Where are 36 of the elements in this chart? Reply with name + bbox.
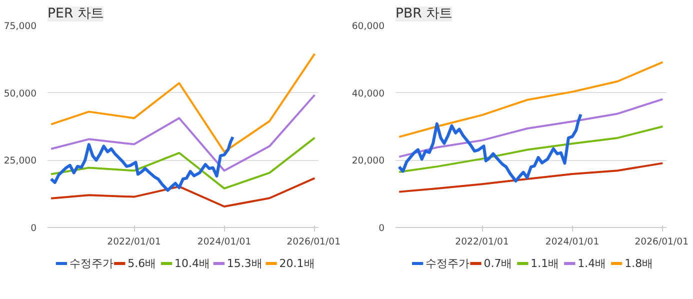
x-tick-label: 2026/01/01 xyxy=(286,236,341,248)
x-tick-label: 2026/01/01 xyxy=(634,236,689,248)
chart-title: PER 차트 xyxy=(48,6,104,22)
legend-label: 5.6배 xyxy=(128,257,156,270)
line-series xyxy=(50,136,234,192)
legend-label: 1.4배 xyxy=(578,257,606,270)
y-tick-label: 0 xyxy=(30,223,37,234)
line-series xyxy=(398,98,664,158)
line-series xyxy=(50,52,316,153)
x-tick-label: 2022/01/01 xyxy=(455,236,509,248)
x-tick-label: 2024/01/01 xyxy=(197,236,252,248)
line-series xyxy=(50,177,316,208)
legend-label: 1.1배 xyxy=(530,257,560,270)
line-series xyxy=(50,136,316,190)
line-series xyxy=(398,162,664,193)
y-tick-label: 0 xyxy=(378,223,385,234)
y-tick-label: 40,000 xyxy=(352,88,385,100)
y-tick-label: 20,000 xyxy=(352,156,385,167)
chart-title: PBR 차트 xyxy=(396,6,452,22)
line-series xyxy=(50,94,316,172)
y-tick-label: 75,000 xyxy=(4,21,37,32)
line-series xyxy=(398,126,664,173)
legend-label: 20.1배 xyxy=(279,257,315,270)
legend-label: 수정주가 xyxy=(69,257,114,270)
legend-label: 0.7배 xyxy=(484,257,512,270)
y-tick-label: 50,000 xyxy=(4,88,37,100)
legend-label: 10.4배 xyxy=(174,257,210,270)
legend-label: 1.8배 xyxy=(624,257,654,270)
legend-label: 15.3배 xyxy=(226,257,262,270)
x-tick-label: 2024/01/01 xyxy=(545,236,600,248)
legend-label: 수정주가 xyxy=(426,257,470,270)
line-series xyxy=(398,112,582,183)
y-tick-label: 25,000 xyxy=(4,156,37,167)
y-tick-label: 60,000 xyxy=(352,21,385,32)
line-series xyxy=(398,61,664,138)
x-tick-label: 2022/01/01 xyxy=(107,236,161,248)
